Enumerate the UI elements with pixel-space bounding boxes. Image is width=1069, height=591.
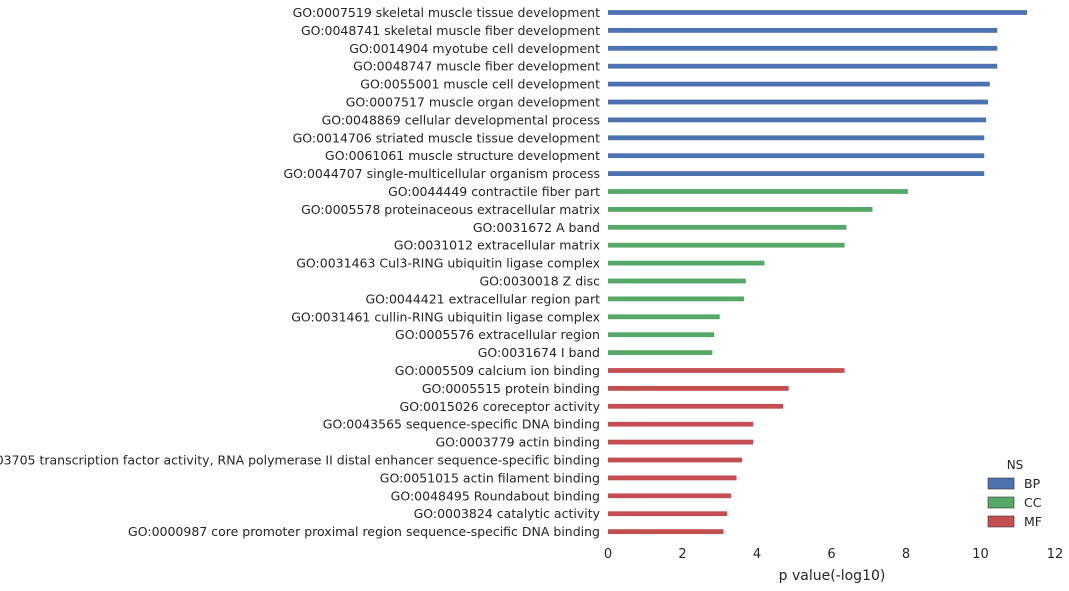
category-label: GO:0048869 cellular developmental proces…	[322, 112, 600, 127]
legend-label: MF	[1024, 514, 1042, 529]
legend-label: CC	[1024, 495, 1042, 510]
legend-label: BP	[1024, 476, 1041, 491]
x-axis-ticks: 0 2 4 6 8 10 12	[604, 547, 1063, 562]
bar-bp	[608, 10, 1028, 15]
category-label: GO:0003705 transcription factor activity…	[0, 453, 600, 468]
category-label: GO:0031012 extracellular matrix	[394, 238, 600, 253]
category-label: GO:0005509 calcium ion binding	[395, 363, 600, 378]
bar-bp	[608, 117, 987, 123]
category-label: GO:0051015 actin filament binding	[380, 470, 600, 485]
category-label: GO:0030018 Z disc	[480, 274, 601, 289]
bar-mf	[608, 475, 737, 481]
bar-bp	[608, 45, 998, 51]
category-label: GO:0005578 proteinaceous extracellular m…	[301, 202, 600, 217]
bar-cc	[608, 278, 746, 284]
legend-title: NS	[1007, 458, 1024, 472]
category-label: GO:0043565 sequence-specific DNA binding	[323, 417, 600, 432]
category-label: GO:0015026 coreceptor activity	[400, 399, 601, 414]
bar-bp	[608, 81, 990, 87]
category-label: GO:0014904 myotube cell development	[349, 41, 600, 56]
category-label: GO:0000987 core promoter proximal region…	[128, 524, 600, 539]
bar-mf	[608, 457, 743, 463]
bar-cc	[608, 189, 908, 194]
bars-layer	[608, 10, 1028, 534]
legend-swatch	[987, 515, 1015, 528]
bar-cc	[608, 314, 720, 320]
x-tick-label: 6	[827, 547, 835, 562]
bar-bp	[608, 135, 985, 141]
category-label: GO:0044707 single-multicellular organism…	[283, 166, 600, 181]
bar-mf	[608, 493, 731, 499]
category-label: GO:0003779 actin binding	[435, 435, 600, 450]
category-label: GO:0014706 striated muscle tissue develo…	[293, 130, 601, 145]
category-label: GO:0005576 extracellular region	[395, 327, 600, 342]
x-tick-label: 0	[604, 547, 612, 562]
bar-bp	[608, 153, 985, 159]
bar-bp	[608, 99, 988, 105]
category-label: GO:0031674 I band	[478, 345, 600, 360]
bar-mf	[608, 529, 724, 534]
bar-bp	[608, 171, 985, 176]
category-label: GO:0048741 skeletal muscle fiber develop…	[301, 23, 600, 38]
x-tick-label: 2	[678, 547, 686, 562]
x-tick-label: 8	[902, 547, 910, 562]
bar-mf	[608, 421, 754, 427]
category-label: GO:0031672 A band	[473, 220, 600, 235]
category-label: GO:0031461 cullin-RING ubiquitin ligase …	[291, 309, 600, 324]
bar-cc	[608, 224, 847, 230]
bar-cc	[608, 242, 845, 248]
legend-swatch	[987, 477, 1015, 490]
bar-mf	[608, 439, 754, 445]
category-label: GO:0048495 Roundabout binding	[391, 488, 600, 503]
bar-mf	[608, 511, 728, 517]
category-label: GO:0061061 muscle structure development	[325, 148, 600, 163]
bar-mf	[608, 368, 845, 373]
bar-bp	[608, 63, 998, 69]
category-label: GO:0044449 contractile fiber part	[388, 184, 600, 199]
category-label: GO:0055001 muscle cell development	[360, 77, 600, 92]
category-label: GO:0044421 extracellular region part	[365, 291, 600, 306]
category-label: GO:0007519 skeletal muscle tissue develo…	[293, 5, 600, 20]
category-label: GO:0007517 muscle organ development	[346, 95, 600, 110]
x-axis-label: p value(-log10)	[779, 568, 886, 584]
category-label: GO:0005515 protein binding	[422, 381, 600, 396]
x-tick-label: 4	[753, 547, 761, 562]
legend-swatch	[987, 496, 1015, 509]
bar-cc	[608, 332, 715, 338]
category-labels: GO:0007519 skeletal muscle tissue develo…	[0, 5, 601, 539]
x-tick-label: 12	[1047, 547, 1064, 562]
bar-mf	[608, 386, 789, 391]
bar-cc	[608, 207, 873, 212]
category-label: GO:0003824 catalytic activity	[414, 506, 601, 521]
bar-mf	[608, 403, 784, 409]
x-tick-label: 10	[972, 547, 989, 562]
category-label: GO:0048747 muscle fiber development	[353, 59, 600, 74]
bar-cc	[608, 350, 713, 355]
category-label: GO:0031463 Cul3-RING ubiquitin ligase co…	[296, 256, 600, 271]
bar-cc	[608, 260, 765, 266]
bar-cc	[608, 296, 744, 302]
bar-bp	[608, 28, 998, 33]
legend: NS BP CC MF	[987, 458, 1042, 529]
